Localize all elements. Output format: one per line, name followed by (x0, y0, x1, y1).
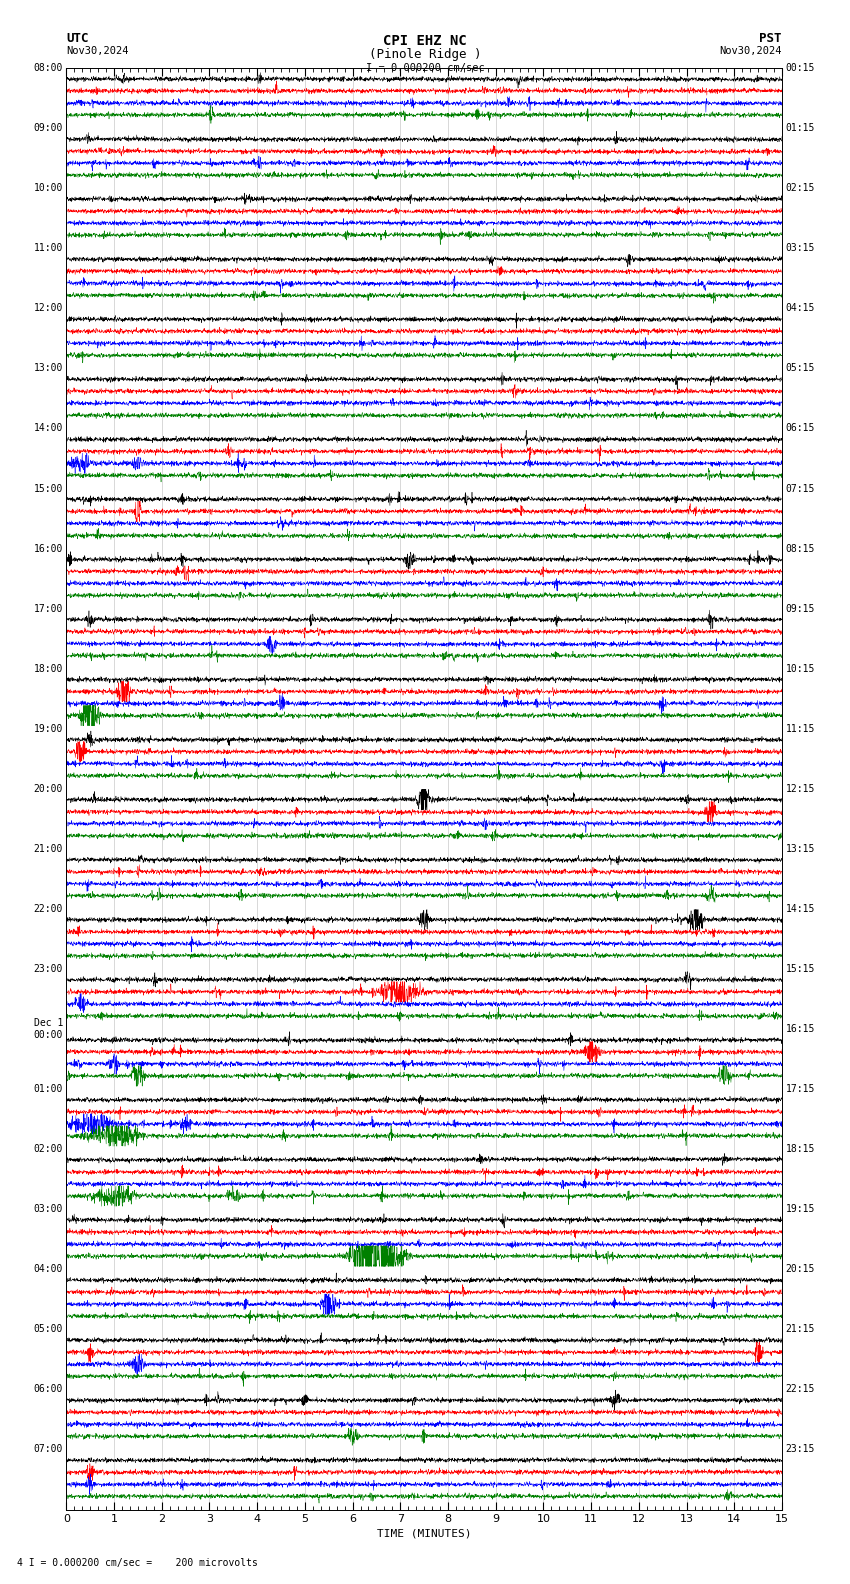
Text: Dec 1
00:00: Dec 1 00:00 (33, 1019, 63, 1039)
Text: 19:15: 19:15 (785, 1204, 815, 1215)
Text: 12:15: 12:15 (785, 784, 815, 794)
Text: 23:15: 23:15 (785, 1445, 815, 1454)
Text: 03:00: 03:00 (33, 1204, 63, 1215)
Text: PST: PST (760, 32, 782, 44)
Text: 12:00: 12:00 (33, 304, 63, 314)
Text: 07:15: 07:15 (785, 483, 815, 494)
Text: 09:00: 09:00 (33, 124, 63, 133)
Text: 02:00: 02:00 (33, 1144, 63, 1155)
Text: (Pinole Ridge ): (Pinole Ridge ) (369, 48, 481, 62)
Text: 20:00: 20:00 (33, 784, 63, 794)
X-axis label: TIME (MINUTES): TIME (MINUTES) (377, 1529, 472, 1538)
Text: 4 I = 0.000200 cm/sec =    200 microvolts: 4 I = 0.000200 cm/sec = 200 microvolts (17, 1559, 258, 1568)
Text: 17:00: 17:00 (33, 604, 63, 613)
Text: 06:15: 06:15 (785, 423, 815, 434)
Text: Nov30,2024: Nov30,2024 (66, 46, 129, 55)
Text: 09:15: 09:15 (785, 604, 815, 613)
Text: 20:15: 20:15 (785, 1264, 815, 1274)
Text: 16:15: 16:15 (785, 1025, 815, 1034)
Text: 01:00: 01:00 (33, 1083, 63, 1095)
Text: 11:15: 11:15 (785, 724, 815, 733)
Text: 14:15: 14:15 (785, 904, 815, 914)
Text: 13:00: 13:00 (33, 363, 63, 374)
Text: 15:15: 15:15 (785, 965, 815, 974)
Text: 18:15: 18:15 (785, 1144, 815, 1155)
Text: 06:00: 06:00 (33, 1384, 63, 1394)
Text: UTC: UTC (66, 32, 88, 44)
Text: I = 0.000200 cm/sec: I = 0.000200 cm/sec (366, 62, 484, 73)
Text: 03:15: 03:15 (785, 244, 815, 253)
Text: 10:15: 10:15 (785, 664, 815, 673)
Text: 05:15: 05:15 (785, 363, 815, 374)
Text: 01:15: 01:15 (785, 124, 815, 133)
Text: 11:00: 11:00 (33, 244, 63, 253)
Text: 22:15: 22:15 (785, 1384, 815, 1394)
Text: 04:15: 04:15 (785, 304, 815, 314)
Text: 10:00: 10:00 (33, 184, 63, 193)
Text: 21:15: 21:15 (785, 1324, 815, 1334)
Text: 15:00: 15:00 (33, 483, 63, 494)
Text: 13:15: 13:15 (785, 844, 815, 854)
Text: 18:00: 18:00 (33, 664, 63, 673)
Text: 07:00: 07:00 (33, 1445, 63, 1454)
Text: 23:00: 23:00 (33, 965, 63, 974)
Text: 17:15: 17:15 (785, 1083, 815, 1095)
Text: 14:00: 14:00 (33, 423, 63, 434)
Text: 21:00: 21:00 (33, 844, 63, 854)
Text: 08:00: 08:00 (33, 63, 63, 73)
Text: CPI EHZ NC: CPI EHZ NC (383, 33, 467, 48)
Text: 16:00: 16:00 (33, 543, 63, 553)
Text: 22:00: 22:00 (33, 904, 63, 914)
Text: 04:00: 04:00 (33, 1264, 63, 1274)
Text: Nov30,2024: Nov30,2024 (719, 46, 782, 55)
Text: 19:00: 19:00 (33, 724, 63, 733)
Text: 00:15: 00:15 (785, 63, 815, 73)
Text: 05:00: 05:00 (33, 1324, 63, 1334)
Text: 02:15: 02:15 (785, 184, 815, 193)
Text: 08:15: 08:15 (785, 543, 815, 553)
